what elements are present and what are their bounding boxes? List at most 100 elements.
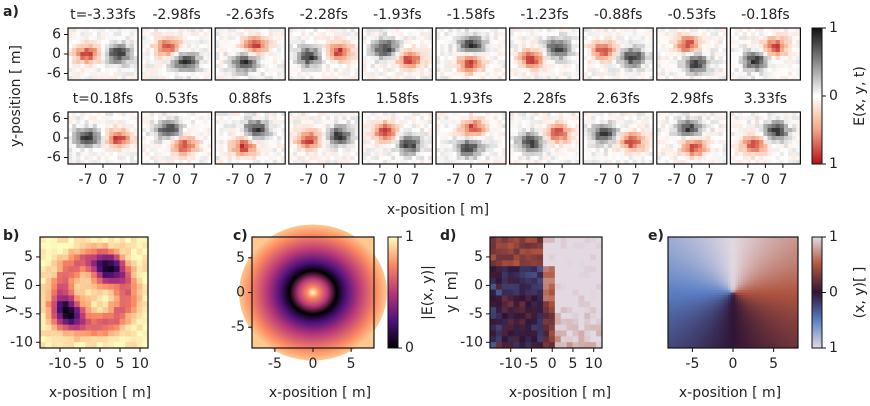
heatmap-cell: [779, 40, 785, 45]
heatmap-cell: [599, 72, 605, 77]
heatmap-cell: [624, 36, 629, 41]
heatmap-cell: [612, 140, 617, 145]
heatmap-cell: [85, 260, 92, 267]
heatmap-cell: [244, 116, 249, 121]
heatmap-cell: [227, 48, 233, 53]
heatmap-cell: [734, 144, 740, 149]
heatmap-cell: [612, 56, 617, 61]
heatmap-cell: [325, 124, 331, 129]
heatmap-cell: [665, 140, 670, 145]
heatmap-cell: [149, 56, 155, 61]
heatmap-cell: [460, 152, 466, 157]
heatmap-cell: [96, 144, 102, 149]
heatmap-cell: [750, 72, 756, 77]
heatmap-cell: [276, 28, 282, 33]
heatmap-cell: [583, 160, 588, 165]
heatmap-cell: [485, 148, 490, 153]
heatmap-cell: [329, 148, 335, 153]
heatmap-cell: [722, 140, 728, 145]
heatmap-cell: [599, 48, 605, 53]
heatmap-cell: [378, 156, 384, 161]
heatmap-cell: [448, 28, 453, 33]
heatmap-cell: [746, 64, 752, 69]
heatmap-cell: [607, 148, 613, 153]
heatmap-cell: [288, 112, 294, 117]
heatmap-cell: [301, 128, 306, 133]
heatmap-cell: [129, 156, 135, 161]
heatmap-cell: [796, 124, 801, 129]
heatmap-cell: [734, 76, 740, 81]
heatmap-cell: [288, 160, 294, 165]
heatmap-cell: [775, 44, 781, 49]
heatmap-cell: [68, 242, 75, 250]
heatmap-cell: [468, 36, 474, 41]
heatmap-cell: [260, 40, 266, 45]
heatmap-cell: [235, 44, 241, 49]
heatmap-cell: [718, 64, 724, 69]
heatmap-cell: [693, 112, 699, 117]
heatmap-cell: [215, 160, 220, 165]
heatmap-cell: [415, 64, 421, 69]
heatmap-cell: [317, 148, 323, 153]
heatmap-cell: [452, 148, 457, 153]
heatmap-cell: [771, 148, 777, 153]
heatmap-cell: [603, 124, 609, 129]
heatmap-cell: [325, 36, 331, 41]
heatmap-cell: [215, 48, 220, 53]
heatmap-cell: [517, 148, 523, 153]
heatmap-cell: [215, 44, 220, 49]
heatmap-cell: [473, 156, 478, 161]
heatmap: [656, 28, 728, 81]
heatmap-cell: [554, 56, 560, 61]
heatmap-cell: [620, 48, 625, 53]
heatmap-cell: [649, 156, 654, 161]
heatmap-cell: [420, 32, 425, 37]
heatmap-cell: [113, 64, 118, 69]
heatmap-cell: [68, 48, 73, 53]
panel-label: c): [233, 228, 248, 244]
heatmap-cell: [338, 148, 343, 153]
heatmap-cell: [788, 28, 793, 33]
heatmap-cell: [382, 152, 388, 157]
heatmap-cell: [489, 120, 495, 125]
heatmap-cell: [509, 64, 515, 69]
heatmap-cell: [649, 128, 654, 133]
heatmap-cell: [145, 148, 151, 153]
heatmap-cell: [677, 32, 682, 37]
heatmap-cell: [227, 140, 233, 145]
heatmap-cell: [665, 36, 670, 41]
heatmap-cell: [415, 132, 421, 137]
heatmap-cell: [301, 76, 306, 81]
heatmap-cell: [742, 132, 748, 137]
heatmap-cell: [792, 76, 797, 81]
heatmap-cell: [366, 124, 372, 129]
heatmap-cell: [424, 48, 429, 53]
heatmap-cell: [395, 124, 400, 129]
heatmap-cell: [79, 301, 86, 308]
time-label: -1.93fs: [373, 7, 421, 23]
heatmap-cell: [538, 72, 543, 77]
heatmap-cell: [395, 116, 400, 121]
heatmap-cell: [575, 140, 580, 145]
heatmap-cell: [448, 140, 453, 145]
heatmap-cell: [513, 68, 519, 73]
heatmap-cell: [428, 32, 433, 37]
heatmap-cell: [276, 64, 282, 69]
heatmap-cell: [689, 136, 695, 141]
heatmap-cell: [526, 40, 531, 45]
heatmap-cell: [321, 44, 327, 49]
heatmap-cell: [342, 152, 347, 157]
x-tick-label: -7: [79, 172, 93, 188]
heatmap-cell: [767, 140, 772, 145]
heatmap-cell: [436, 148, 441, 153]
heatmap-cell: [133, 48, 139, 53]
heatmap-cell: [329, 64, 335, 69]
heatmap-cell: [473, 60, 478, 65]
heatmap-cell: [538, 132, 543, 137]
heatmap-cell: [149, 124, 155, 129]
heatmap-cell: [750, 48, 756, 53]
heatmap-cell: [685, 60, 691, 65]
heatmap-cell: [464, 160, 470, 165]
heatmap-cell: [252, 148, 257, 153]
heatmap-cell: [497, 124, 503, 129]
